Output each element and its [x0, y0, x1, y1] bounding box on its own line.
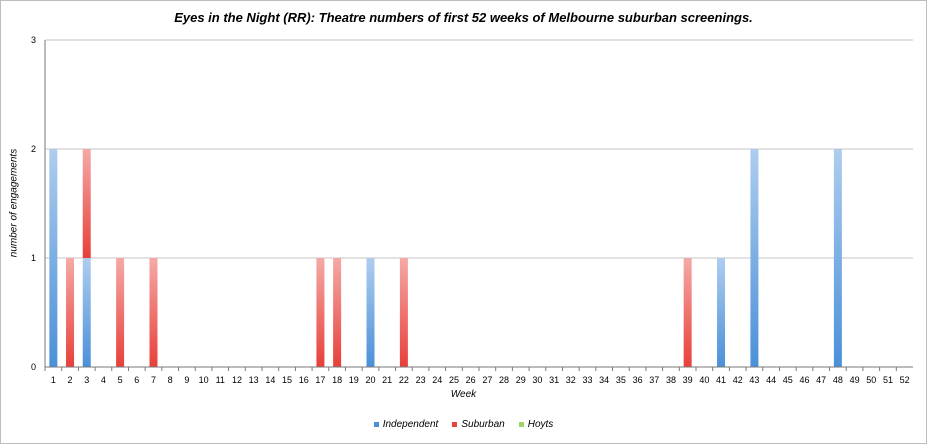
x-tick-label: 15	[282, 375, 292, 385]
x-tick-label: 28	[499, 375, 509, 385]
x-tick-label: 40	[699, 375, 709, 385]
x-tick-label: 47	[816, 375, 826, 385]
bar-suburban-week-22	[399, 258, 408, 367]
bar-independent-week-20	[366, 258, 375, 367]
x-tick-label: 14	[265, 375, 275, 385]
x-tick-label: 13	[249, 375, 259, 385]
chart-title: Eyes in the Night (RR): Theatre numbers …	[174, 10, 753, 25]
x-tick-label: 36	[633, 375, 643, 385]
x-tick-label: 32	[566, 375, 576, 385]
bar-suburban-week-17	[316, 258, 325, 367]
legend-label: Suburban	[461, 419, 505, 430]
bar-independent-week-1	[49, 149, 58, 367]
x-tick-label: 27	[482, 375, 492, 385]
y-tick-label: 2	[31, 144, 36, 154]
x-tick-label: 51	[883, 375, 893, 385]
x-tick-label: 29	[516, 375, 526, 385]
legend-swatch	[518, 422, 524, 427]
bar-independent-week-41	[717, 258, 726, 367]
x-tick-label: 6	[134, 375, 139, 385]
x-tick-label: 1	[51, 375, 56, 385]
x-tick-label: 33	[582, 375, 592, 385]
x-tick-label: 46	[799, 375, 809, 385]
x-tick-label: 39	[683, 375, 693, 385]
x-tick-label: 17	[315, 375, 325, 385]
legend-item-independent: Independent	[373, 419, 439, 430]
bar-independent-week-48	[833, 149, 842, 367]
x-tick-label: 20	[365, 375, 375, 385]
x-tick-label: 30	[532, 375, 542, 385]
x-tick-label: 24	[432, 375, 442, 385]
gridlines	[45, 39, 913, 259]
x-tick-label: 48	[833, 375, 843, 385]
legend-swatch	[373, 422, 379, 427]
bars	[49, 149, 842, 367]
x-tick-label: 45	[783, 375, 793, 385]
x-tick-label: 2	[68, 375, 73, 385]
x-tick-label: 23	[416, 375, 426, 385]
x-axis-label: Week	[450, 389, 477, 400]
legend-item-hoyts: Hoyts	[518, 419, 554, 430]
bar-suburban-week-2	[66, 258, 75, 367]
y-tick-label: 0	[31, 362, 36, 372]
x-tick-label: 41	[716, 375, 726, 385]
x-tick-label: 3	[84, 375, 89, 385]
x-tick-label: 43	[749, 375, 759, 385]
legend-label: Hoyts	[527, 419, 554, 430]
x-tick-label: 5	[118, 375, 123, 385]
x-tick-label: 4	[101, 375, 106, 385]
x-tick-label: 21	[382, 375, 392, 385]
x-tick-label: 42	[733, 375, 743, 385]
x-tick-label: 37	[649, 375, 659, 385]
bar-suburban-week-39	[683, 258, 692, 367]
x-tick-label: 18	[332, 375, 342, 385]
x-tick-label: 25	[449, 375, 459, 385]
x-tick-label: 38	[666, 375, 676, 385]
bar-suburban-week-18	[333, 258, 342, 367]
x-tick-label: 50	[866, 375, 876, 385]
legend-swatch	[452, 422, 458, 427]
x-tick-label: 12	[232, 375, 242, 385]
x-tick-label: 7	[151, 375, 156, 385]
legend: Independent Suburban Hoyts	[0, 419, 927, 430]
y-tick-label: 3	[31, 35, 36, 45]
legend-item-suburban: Suburban	[452, 419, 505, 430]
x-tick-label: 26	[466, 375, 476, 385]
x-tick-label: 22	[399, 375, 409, 385]
x-tick-label: 10	[199, 375, 209, 385]
x-tick-label: 11	[216, 375, 225, 385]
x-tick-label: 34	[599, 375, 609, 385]
x-tick-label: 35	[616, 375, 626, 385]
legend-label: Independent	[382, 419, 439, 430]
bar-suburban-week-7	[149, 258, 158, 367]
x-tick-label: 9	[184, 375, 189, 385]
x-tick-label: 8	[168, 375, 173, 385]
x-tick-label: 16	[299, 375, 309, 385]
bar-independent-week-3	[82, 258, 91, 367]
x-tick-label: 52	[900, 375, 910, 385]
bar-independent-week-43	[750, 149, 759, 367]
x-tick-label: 19	[349, 375, 359, 385]
bar-suburban-week-5	[116, 258, 125, 367]
bar-suburban-week-3	[82, 149, 91, 258]
x-tick-label: 31	[549, 375, 559, 385]
x-tick-label: 44	[766, 375, 776, 385]
y-tick-label: 1	[31, 253, 36, 263]
x-tick-label: 49	[850, 375, 860, 385]
